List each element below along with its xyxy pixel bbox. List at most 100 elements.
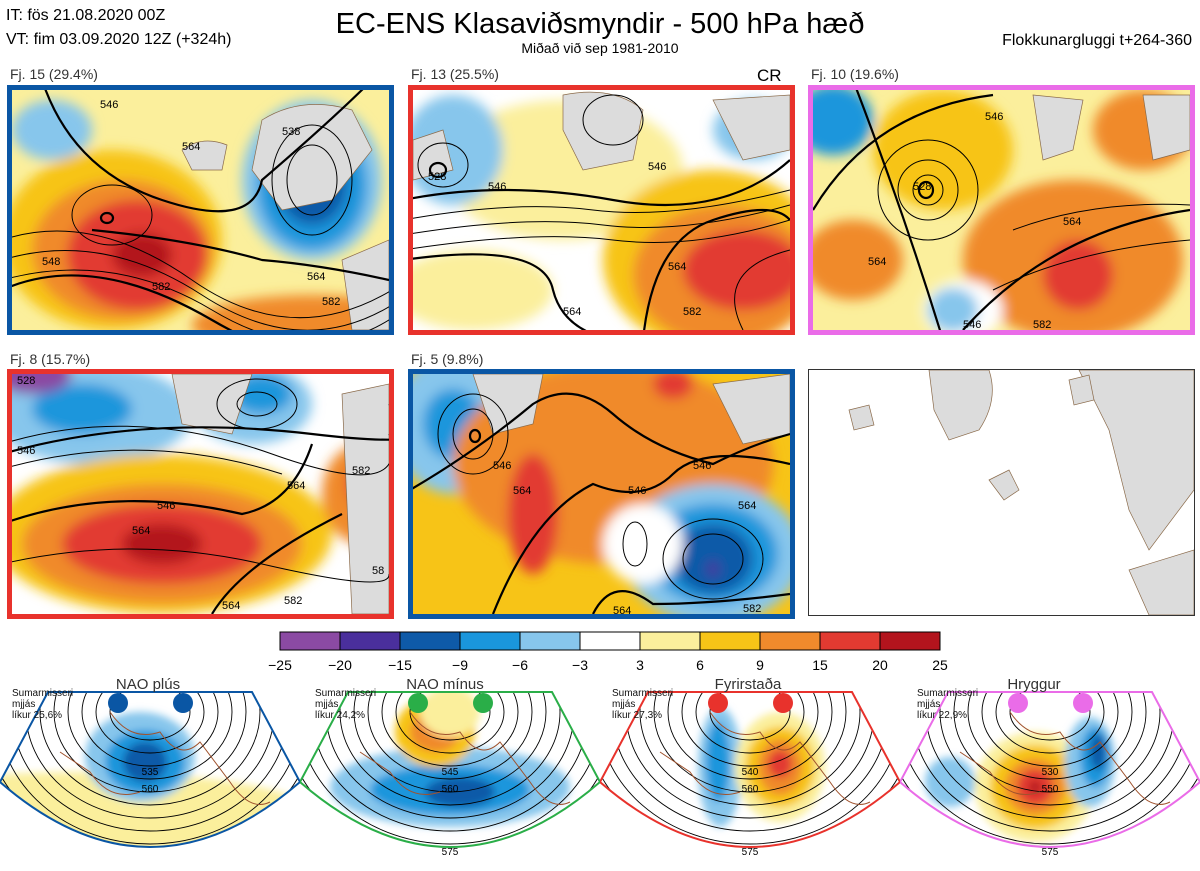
contour-label: 528: [428, 171, 446, 183]
height-contour: [95, 692, 205, 754]
regime-marker-dot: [1073, 693, 1093, 713]
cluster-label-4: Fj. 8 (15.7%): [10, 351, 91, 367]
contour-label: 582: [152, 281, 170, 293]
anomaly-area: [0, 772, 300, 847]
regime-info-1: Sumarmisseri mjjás líkur 25,6%: [12, 688, 74, 721]
colorbar-tick-label: 9: [756, 657, 764, 673]
height-contour: [653, 692, 847, 793]
height-contour: [367, 692, 533, 780]
colorbar-segment: [459, 631, 521, 651]
contour-label: 560: [442, 784, 459, 795]
regime-map-4: 530 550 575: [900, 691, 1200, 860]
height-contour: [995, 692, 1105, 754]
height-contour: [39, 692, 261, 806]
colorbar-segment: [639, 631, 701, 651]
colorbar-segment: [699, 631, 761, 651]
contour-label: 564: [613, 605, 631, 614]
regime-title-3: Fyrirstaða: [714, 676, 782, 693]
height-contour: [981, 692, 1119, 767]
colorbar-tick-label: −3: [572, 657, 588, 673]
init-time-block: IT: fös 21.08.2020 00Z VT: fim 03.09.202…: [6, 4, 231, 52]
colorbar-tick-label: 15: [812, 657, 828, 673]
contour-label: 535: [142, 767, 159, 778]
height-contour: [381, 692, 519, 767]
height-contour: [953, 692, 1147, 793]
init-time: IT: fös 21.08.2020 00Z: [6, 7, 166, 24]
colorbar-tick-label: −9: [452, 657, 468, 673]
colorbar-tick-label: −25: [268, 657, 292, 673]
contour-label: 560: [742, 784, 759, 795]
regime-outline: [900, 691, 1200, 848]
contour-label: 546: [157, 500, 175, 512]
anomaly-area: [768, 750, 792, 778]
cluster-tag: CR: [757, 66, 782, 85]
cluster-map-3: 546 528 564 564 546 582: [808, 85, 1195, 335]
regime-info-2: Sumarmisseri mjjás líkur 24,2%: [315, 688, 377, 721]
anomaly-area: [1015, 848, 1045, 860]
contour-label: 564: [182, 141, 200, 153]
height-contour: [395, 692, 505, 754]
contour-label: 564: [287, 480, 305, 492]
height-contour: [0, 692, 300, 845]
coastline: [59, 711, 271, 805]
height-contour: [600, 692, 900, 845]
contour-label: 548: [42, 256, 60, 268]
contour-label: 528: [913, 181, 931, 193]
height-contour: [967, 692, 1133, 780]
contour-label: 546: [488, 181, 506, 193]
contour-label: 575: [442, 847, 459, 858]
contour-label: 58: [372, 565, 384, 577]
height-contour: [67, 692, 233, 780]
anomaly-area: [706, 722, 730, 802]
cluster-label-5: Fj. 5 (9.8%): [411, 351, 484, 367]
contour-label: 538: [282, 126, 300, 138]
regime-marker-dot: [473, 693, 493, 713]
contour-label: 564: [307, 271, 325, 283]
anomaly-area: [420, 692, 480, 737]
anomaly-area: [123, 742, 167, 782]
page-title: EC-ENS Klasaviðsmyndir - 500 hPa hæð: [335, 8, 865, 40]
contour-label: 530: [1042, 767, 1059, 778]
height-contour: [353, 692, 547, 793]
cluster-map-4: 528 546 546 564 582 564 582 564 58: [7, 369, 394, 619]
contour-label: 546: [628, 485, 646, 497]
contour-label: 546: [493, 460, 511, 472]
regime-marker-dot: [1008, 693, 1028, 713]
height-contour: [53, 692, 247, 793]
colorbar-segment: [279, 631, 341, 651]
contour-label: 546: [648, 161, 666, 173]
coastline: [959, 711, 1171, 805]
regime-map-1: 535 560: [0, 691, 302, 848]
height-contour: [81, 692, 219, 767]
classification-window: Flokkunargluggi t+264-360: [1002, 32, 1192, 49]
cluster-map-1: 546 538 564 548 564 582 582: [7, 85, 394, 335]
contour-label: 560: [142, 784, 159, 795]
height-contour: [639, 692, 861, 806]
anomaly-area: [1090, 734, 1106, 770]
contour-label: 582: [683, 306, 701, 318]
contour-label: 582: [743, 603, 761, 614]
colorbar-segment: [339, 631, 401, 651]
cluster-map-2: 528 546 546 564 564 582: [408, 85, 795, 335]
coastline: [659, 711, 871, 805]
height-contour: [300, 692, 600, 845]
cluster-label-1: Fj. 15 (29.4%): [10, 66, 98, 82]
height-contour: [681, 692, 819, 767]
contour-label: 564: [868, 256, 886, 268]
regime-marker-dot: [173, 693, 193, 713]
regime-marker-dot: [408, 693, 428, 713]
colorbar-segment: [759, 631, 821, 651]
contour-label: 545: [442, 767, 459, 778]
contour-label: 546: [17, 445, 35, 457]
cluster-map-5: 546 546 564 546 564 564 582: [408, 369, 795, 619]
contour-label: 550: [1042, 784, 1059, 795]
regime-title-1: NAO plús: [115, 676, 181, 693]
page-subtitle: Miðað við sep 1981-2010: [521, 40, 679, 56]
coastline: [359, 711, 571, 805]
height-contour: [339, 692, 561, 806]
contour-label: 564: [668, 261, 686, 273]
colorbar-tick-label: 3: [636, 657, 644, 673]
empty-map: [808, 369, 1195, 616]
contour-label: 564: [738, 500, 756, 512]
colorbar-tick-label: 6: [696, 657, 704, 673]
